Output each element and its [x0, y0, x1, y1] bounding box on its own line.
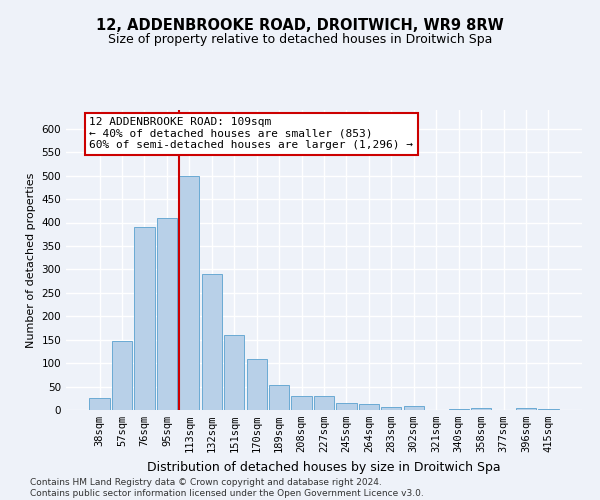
- Text: Size of property relative to detached houses in Droitwich Spa: Size of property relative to detached ho…: [108, 32, 492, 46]
- Bar: [404, 406, 424, 410]
- Bar: [179, 176, 199, 410]
- Bar: [247, 360, 267, 410]
- Bar: [112, 340, 132, 410]
- Bar: [202, 274, 222, 410]
- Text: Contains HM Land Registry data © Crown copyright and database right 2024.
Contai: Contains HM Land Registry data © Crown c…: [30, 478, 424, 498]
- Bar: [89, 398, 110, 410]
- Bar: [471, 408, 491, 410]
- Text: 12 ADDENBROOKE ROAD: 109sqm
← 40% of detached houses are smaller (853)
60% of se: 12 ADDENBROOKE ROAD: 109sqm ← 40% of det…: [89, 117, 413, 150]
- Bar: [337, 402, 356, 410]
- Bar: [224, 335, 244, 410]
- Text: 12, ADDENBROOKE ROAD, DROITWICH, WR9 8RW: 12, ADDENBROOKE ROAD, DROITWICH, WR9 8RW: [96, 18, 504, 32]
- Bar: [157, 218, 177, 410]
- Bar: [359, 404, 379, 410]
- Y-axis label: Number of detached properties: Number of detached properties: [26, 172, 36, 348]
- X-axis label: Distribution of detached houses by size in Droitwich Spa: Distribution of detached houses by size …: [147, 460, 501, 473]
- Bar: [381, 406, 401, 410]
- Bar: [516, 408, 536, 410]
- Bar: [292, 396, 311, 410]
- Bar: [269, 385, 289, 410]
- Bar: [449, 408, 469, 410]
- Bar: [134, 227, 155, 410]
- Bar: [538, 408, 559, 410]
- Bar: [314, 396, 334, 410]
